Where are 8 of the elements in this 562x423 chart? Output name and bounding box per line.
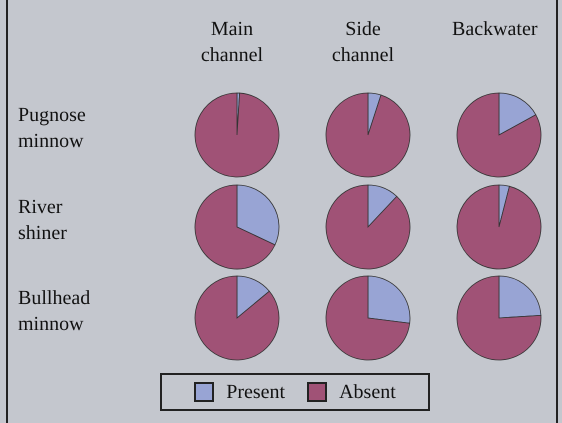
chart-title: Backwater (452, 17, 538, 42)
text: River shiner (18, 195, 68, 246)
text: Bullhead minnow (18, 286, 92, 337)
chart-title: Side channel (330, 17, 396, 68)
legend-label: Present (226, 380, 286, 404)
chart-title: Main channel (200, 17, 264, 68)
legend-label: Absent (339, 380, 396, 404)
text: Pugnose minnow (18, 103, 87, 154)
